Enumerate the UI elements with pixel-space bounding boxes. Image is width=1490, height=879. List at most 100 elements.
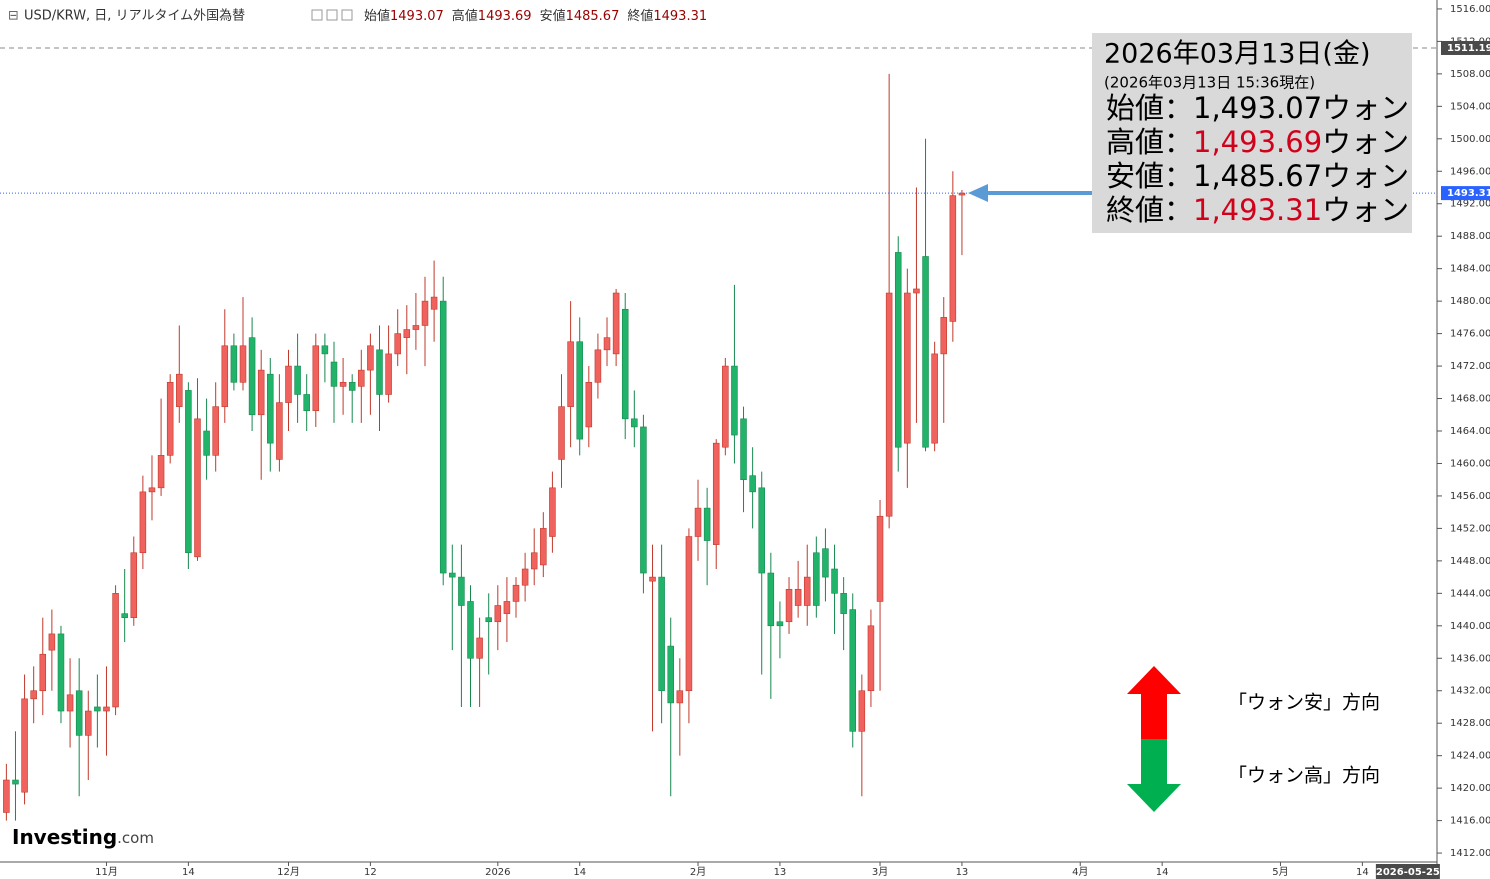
candle-body: [603, 337, 611, 351]
x-tick-label: 2月: [690, 866, 706, 878]
candle-body: [276, 402, 283, 460]
y-tick-label: 1488.00: [1450, 231, 1490, 242]
candle-body: [367, 345, 374, 371]
info-row-label: 安値：: [1106, 159, 1193, 193]
y-tick-label: 1420.00: [1450, 783, 1490, 794]
cursor-date-box: [1375, 864, 1440, 879]
y-tick-label: 1472.00: [1450, 361, 1490, 372]
settings-icon[interactable]: [311, 9, 323, 21]
candle-body: [221, 345, 229, 407]
candle-body: [166, 381, 174, 456]
y-tick-label: 1448.00: [1450, 556, 1490, 567]
x-tick-label: 13: [774, 867, 787, 878]
candle-body: [285, 365, 292, 403]
ohlc-label: 終値: [627, 8, 653, 24]
candle-body: [876, 515, 884, 602]
y-tick-label: 1468.00: [1450, 394, 1490, 405]
candle-body: [558, 406, 565, 460]
y-tick-label: 1424.00: [1450, 751, 1490, 762]
ohlc-value: 1493.07: [390, 9, 444, 24]
candle-body: [103, 706, 110, 712]
candle-body: [722, 365, 729, 448]
candle-body: [612, 292, 620, 355]
y-tick-label: 1432.00: [1450, 686, 1490, 697]
candle-body: [339, 381, 347, 387]
x-tick-label: 12: [364, 867, 377, 878]
info-row-unit: ウォン: [1322, 159, 1409, 193]
candle-body: [130, 552, 138, 618]
y-tick-label: 1476.00: [1450, 329, 1490, 340]
y-tick-label: 1496.00: [1450, 166, 1490, 177]
collapse-icon[interactable]: ⊟: [8, 9, 19, 24]
candle-body: [139, 491, 147, 554]
candle-body: [904, 292, 911, 444]
candle-body: [585, 381, 593, 428]
ohlc-value: 1493.69: [478, 9, 532, 24]
candle-body: [403, 329, 411, 338]
info-row-value: 1,485.67: [1193, 159, 1322, 193]
candle-body: [85, 710, 92, 736]
candle-body: [57, 633, 65, 712]
y-tick-label: 1440.00: [1450, 621, 1490, 632]
candle-body: [39, 653, 47, 692]
candle-body: [530, 552, 538, 570]
candle-body: [494, 605, 502, 623]
y-tick-label: 1500.00: [1450, 134, 1490, 145]
x-tick-label: 14: [1156, 867, 1169, 878]
candle-body: [412, 325, 420, 330]
candle-body: [949, 195, 957, 322]
candle-body: [567, 341, 574, 407]
ohlc-value: 1493.31: [653, 9, 707, 24]
candle-body: [894, 252, 902, 448]
candle-body: [594, 349, 602, 383]
candle-body: [467, 601, 474, 659]
info-row: 安値：1,485.67ウォン: [1106, 159, 1409, 193]
candle-body: [66, 694, 74, 712]
candle-body: [703, 507, 711, 541]
y-tick-label: 1504.00: [1450, 101, 1490, 112]
candle-body: [640, 426, 647, 574]
up-arrow: [1127, 666, 1181, 739]
candle-body: [148, 487, 156, 493]
candle-body: [822, 548, 829, 578]
candle-body: [21, 698, 28, 793]
candle-body: [421, 300, 429, 326]
candle-body: [321, 345, 329, 355]
candle-body: [813, 552, 820, 606]
candle-body: [867, 625, 875, 692]
candle-body: [485, 617, 492, 623]
info-row-label: 高値：: [1106, 125, 1193, 159]
info-row-unit: ウォン: [1322, 125, 1409, 159]
info-row-value: 1,493.69: [1193, 125, 1322, 159]
settings-icon[interactable]: [341, 9, 353, 21]
candle-body: [430, 296, 438, 310]
candle-body: [658, 576, 665, 692]
candle-body: [958, 192, 966, 196]
ohlc-value: 1485.67: [566, 9, 620, 24]
x-tick-label: 14: [1356, 867, 1369, 878]
ohlc-label: 始値: [364, 8, 390, 24]
candle-body: [803, 576, 811, 606]
ohlc-label: 高値: [452, 8, 478, 24]
info-box: 2026年03月13日(金) (2026年03月13日 15:36現在) 始値：…: [1092, 33, 1412, 233]
candle-body: [740, 418, 747, 481]
candle-body: [230, 345, 238, 383]
candle-body: [303, 394, 310, 412]
candle-body: [439, 300, 447, 574]
ohlc-readout: 始値1493.07 高値1493.69 安値1485.67 終値1493.31: [364, 8, 707, 24]
candle-body: [913, 288, 920, 294]
ref-line-box: [1441, 40, 1490, 55]
candle-body: [749, 475, 756, 493]
x-tick-label: 14: [573, 867, 586, 878]
y-tick-label: 1436.00: [1450, 653, 1490, 664]
settings-icon[interactable]: [326, 9, 338, 21]
y-tick-label: 1460.00: [1450, 458, 1490, 469]
candle-body: [121, 613, 128, 618]
candle-body: [194, 418, 201, 558]
y-tick-label: 1428.00: [1450, 718, 1490, 729]
y-tick-label: 1444.00: [1450, 588, 1490, 599]
y-tick-label: 1492.00: [1450, 199, 1490, 210]
candle-body: [512, 584, 520, 602]
brand-logo: Investing.com: [12, 825, 154, 849]
y-tick-label: 1412.00: [1450, 848, 1490, 859]
